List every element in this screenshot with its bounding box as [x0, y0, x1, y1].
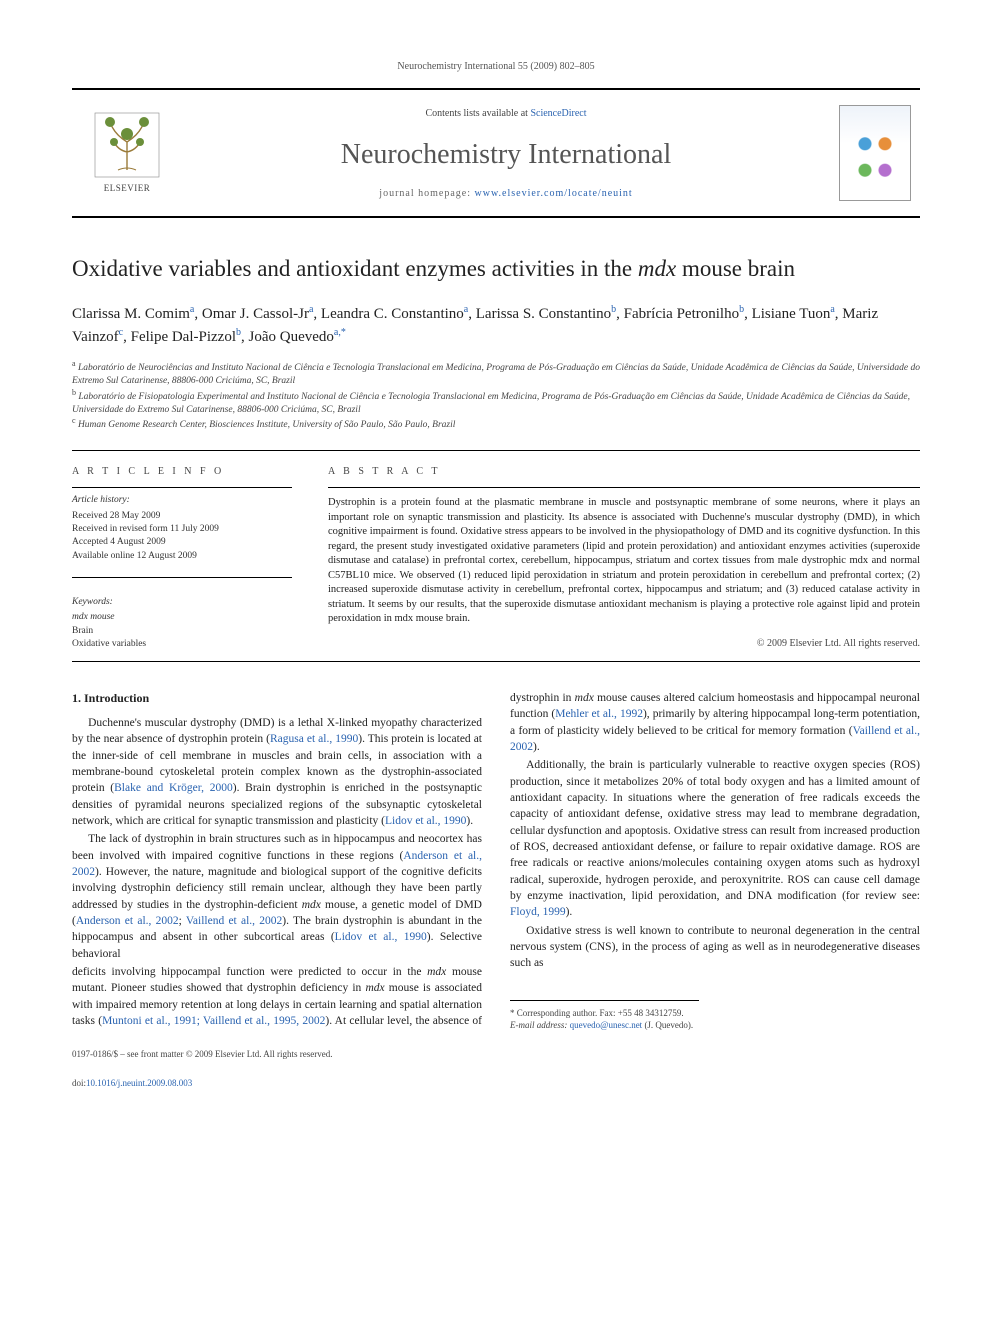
affil-a: a Laboratório de Neurociências and Insti… [72, 359, 920, 388]
footer-front-matter: 0197-0186/$ – see front matter © 2009 El… [72, 1048, 920, 1061]
body-columns: 1. Introduction Duchenne's muscular dyst… [72, 690, 920, 1032]
history-3: Available online 12 August 2009 [72, 550, 292, 563]
para-4: Additionally, the brain is particularly … [510, 757, 920, 920]
title-pre: Oxidative variables and antioxidant enzy… [72, 256, 638, 281]
meta-row: A R T I C L E I N F O Article history: R… [72, 465, 920, 651]
keywords-label: Keywords: [72, 596, 292, 609]
doi-label: doi: [72, 1078, 86, 1088]
affil-c: c Human Genome Research Center, Bioscien… [72, 416, 920, 432]
keyword-1: Brain [72, 625, 292, 638]
publisher-name: ELSEVIER [104, 182, 151, 195]
abstract-heading: A B S T R A C T [328, 465, 920, 479]
doi-link[interactable]: 10.1016/j.neuint.2009.08.003 [86, 1078, 192, 1088]
para-2: The lack of dystrophin in brain structur… [72, 831, 482, 962]
homepage-prefix: journal homepage: [379, 188, 474, 199]
article-info-col: A R T I C L E I N F O Article history: R… [72, 465, 292, 651]
rule-abstract [328, 487, 920, 488]
ref-link[interactable]: Vaillend et al., 2002 [186, 915, 282, 927]
history-0: Received 28 May 2009 [72, 510, 292, 523]
cover-thumb-cell [830, 90, 920, 216]
keyword-2: Oxidative variables [72, 638, 292, 651]
affiliations: a Laboratório de Neurociências and Insti… [72, 359, 920, 433]
authors: Clarissa M. Comima, Omar J. Cassol-Jra, … [72, 302, 920, 349]
affil-a-text: Laboratório de Neurociências and Institu… [72, 363, 920, 386]
para-1: Duchenne's muscular dystrophy (DMD) is a… [72, 715, 482, 829]
history-label: Article history: [72, 494, 292, 507]
corr-line: * Corresponding author. Fax: +55 48 3431… [510, 1007, 699, 1020]
ref-link[interactable]: Anderson et al., 2002 [72, 850, 482, 878]
ref-link[interactable]: Anderson et al., 2002 [76, 915, 179, 927]
email-line: E-mail address: quevedo@unesc.net (J. Qu… [510, 1019, 699, 1032]
article-title: Oxidative variables and antioxidant enzy… [72, 254, 920, 284]
journal-cover-icon [839, 105, 911, 201]
rule-kw [72, 577, 292, 578]
article-info-heading: A R T I C L E I N F O [72, 465, 292, 479]
publisher-logo-cell: ELSEVIER [72, 90, 182, 216]
section-1-heading: 1. Introduction [72, 690, 482, 707]
ref-link[interactable]: Mehler et al., 1992 [555, 708, 643, 720]
abstract-col: A B S T R A C T Dystrophin is a protein … [328, 465, 920, 651]
journal-header-band: ELSEVIER Contents lists available at Sci… [72, 88, 920, 218]
header-center: Contents lists available at ScienceDirec… [182, 90, 830, 216]
ref-link[interactable]: Floyd, 1999 [510, 906, 566, 918]
affil-c-text: Human Genome Research Center, Bioscience… [78, 421, 455, 431]
title-post: mouse brain [676, 256, 795, 281]
ref-link[interactable]: Ragusa et al., 1990 [270, 733, 358, 745]
abstract-copyright: © 2009 Elsevier Ltd. All rights reserved… [328, 637, 920, 651]
history-2: Accepted 4 August 2009 [72, 536, 292, 549]
history-1: Received in revised form 11 July 2009 [72, 523, 292, 536]
keyword-0: mdx mouse [72, 611, 292, 624]
sciencedirect-link[interactable]: ScienceDirect [530, 108, 586, 119]
affil-b: b Laboratório de Fisiopatologia Experime… [72, 388, 920, 417]
title-block: Oxidative variables and antioxidant enzy… [72, 254, 920, 432]
keyword-0-text: mdx mouse [72, 612, 114, 622]
corresponding-author-footnote: * Corresponding author. Fax: +55 48 3431… [510, 1000, 699, 1033]
rule-info [72, 487, 292, 488]
journal-name: Neurochemistry International [341, 135, 671, 174]
email-link[interactable]: quevedo@unesc.net [570, 1020, 643, 1030]
email-label: E-mail address: [510, 1020, 570, 1030]
title-em: mdx [638, 256, 676, 281]
abstract-text: Dystrophin is a protein found at the pla… [328, 496, 920, 626]
rule-above-meta [72, 450, 920, 451]
ref-link[interactable]: Blake and Kröger, 2000 [114, 782, 233, 794]
contents-prefix: Contents lists available at [425, 108, 530, 119]
para-5: Oxidative stress is well known to contri… [510, 923, 920, 972]
ref-link[interactable]: Lidov et al., 1990 [385, 815, 466, 827]
ref-link[interactable]: Vaillend et al., 2002 [510, 725, 920, 753]
ref-link[interactable]: Muntoni et al., 1991; Vaillend et al., 1… [102, 1015, 325, 1027]
affil-b-text: Laboratório de Fisiopatologia Experiment… [72, 392, 910, 415]
running-head: Neurochemistry International 55 (2009) 8… [72, 60, 920, 74]
homepage-line: journal homepage: www.elsevier.com/locat… [379, 187, 632, 201]
ref-link[interactable]: Lidov et al., 1990 [335, 931, 427, 943]
email-whom: (J. Quevedo). [642, 1020, 693, 1030]
elsevier-tree-icon [94, 112, 160, 178]
footer-doi: doi:10.1016/j.neuint.2009.08.003 [72, 1077, 920, 1090]
rule-below-meta [72, 661, 920, 662]
contents-line: Contents lists available at ScienceDirec… [425, 107, 586, 121]
homepage-link[interactable]: www.elsevier.com/locate/neuint [475, 188, 633, 199]
